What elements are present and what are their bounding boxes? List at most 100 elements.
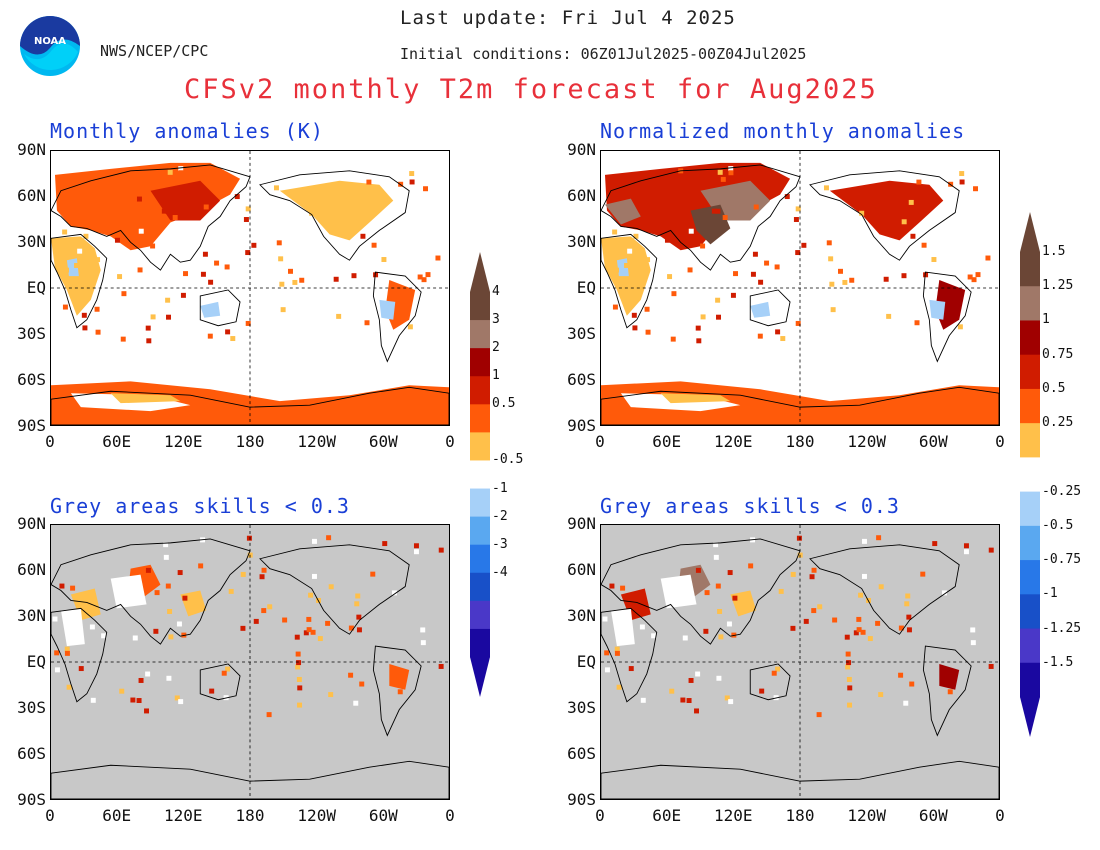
grid-cell	[136, 698, 142, 704]
grid-cell	[174, 695, 180, 701]
grid-cell	[832, 617, 838, 623]
grid-cell	[354, 601, 360, 607]
grid-cell	[54, 650, 60, 656]
grid-cell	[224, 264, 230, 270]
colorbar-seg	[470, 544, 490, 574]
grid-cell	[695, 567, 701, 573]
grid-cell	[245, 206, 251, 212]
grid-cell	[811, 567, 817, 573]
grid-cell	[351, 273, 357, 279]
colorbar-label: -1.5	[1042, 654, 1074, 670]
grid-cell	[795, 320, 801, 326]
coastline	[922, 645, 972, 737]
grid-cell	[632, 325, 638, 331]
grid-cell	[178, 170, 184, 176]
grid-cell	[167, 608, 173, 614]
grid-cell	[726, 621, 732, 627]
grid-cell	[121, 291, 127, 297]
colorbar-label: 2	[492, 340, 500, 356]
grid-cell	[651, 633, 657, 639]
colorbar-bottom-arrow	[1020, 697, 1040, 737]
coastline	[809, 170, 960, 261]
grid-cell	[297, 685, 303, 691]
colorbar-label: 3	[492, 312, 500, 328]
grid-cell	[359, 681, 365, 687]
grid-cell	[840, 255, 846, 261]
coastline	[51, 386, 449, 425]
grid-cell	[853, 630, 859, 636]
colorbar-label: 1	[492, 368, 500, 384]
grid-cell	[932, 541, 938, 547]
lon-label: 0	[45, 806, 55, 825]
panel-title-bottom-right: Grey areas skills < 0.3	[600, 494, 900, 518]
grid-cell	[240, 571, 246, 577]
coastline	[199, 289, 241, 327]
grid-cell	[845, 664, 851, 670]
grid-cell	[826, 240, 832, 246]
anomaly-region	[610, 608, 635, 647]
colorbar-seg	[470, 376, 490, 405]
grid-cell	[811, 608, 817, 614]
grid-cell	[253, 618, 259, 624]
coastline	[372, 645, 422, 737]
grid-cell	[795, 206, 801, 212]
grid-cell	[62, 304, 68, 310]
lat-label: 90S	[567, 416, 596, 435]
grid-cell	[801, 242, 807, 248]
lat-label: 60N	[17, 186, 46, 205]
grid-cell	[95, 329, 101, 335]
lat-label: 60S	[567, 744, 596, 763]
coastline	[749, 663, 791, 701]
grid-cell	[52, 616, 58, 622]
grid-cell	[420, 640, 426, 646]
grid-cell	[245, 250, 251, 256]
colorbar-label: -2	[492, 508, 508, 524]
lat-label: EQ	[576, 652, 596, 671]
lon-label: 120W	[847, 806, 886, 825]
lat-label: 30N	[567, 232, 596, 251]
anomaly-region	[939, 663, 960, 690]
grid-cell	[686, 698, 692, 704]
colorbar-seg	[1020, 320, 1040, 356]
grid-cell	[243, 217, 249, 222]
grid-cell	[838, 268, 843, 274]
anomaly-region	[829, 180, 944, 241]
grid-cell	[297, 702, 303, 708]
grid-cell	[94, 306, 100, 312]
grid-cell	[167, 169, 173, 175]
grid-cell	[947, 689, 953, 695]
grid-cell	[203, 204, 209, 210]
panel-title-top-right: Normalized monthly anomalies	[600, 119, 966, 143]
anomaly-region	[604, 198, 641, 225]
anomaly-region	[750, 301, 771, 318]
grid-cell	[413, 543, 419, 549]
colorbar-bottom-arrow	[470, 657, 490, 697]
grid-cell	[209, 688, 215, 694]
grid-cell	[911, 250, 917, 256]
grid-cell	[421, 277, 427, 283]
grid-cell	[59, 583, 65, 589]
lon-label: 60E	[652, 806, 682, 825]
lat-label: 30S	[567, 698, 596, 717]
grid-cell	[716, 675, 722, 681]
initial-conditions: Initial conditions: 06Z01Jul2025-00Z04Ju…	[400, 45, 807, 63]
lat-label: EQ	[26, 278, 46, 297]
map-top-left	[50, 150, 450, 426]
grid-cell	[89, 624, 95, 630]
grid-cell	[614, 646, 620, 652]
grid-cell	[166, 314, 171, 320]
anomaly-region	[66, 258, 79, 277]
lon-label: 0	[445, 432, 455, 451]
colorbar-seg	[470, 348, 490, 377]
grid-cell	[408, 332, 414, 338]
lon-label: 60W	[368, 432, 398, 451]
colorbar-seg	[470, 292, 490, 321]
grid-cell	[846, 676, 852, 682]
grid-cell	[101, 633, 107, 639]
map-bottom-right	[600, 524, 1000, 800]
grid-cell	[119, 688, 125, 694]
grid-cell	[829, 281, 835, 287]
grid-cell	[694, 708, 700, 714]
grid-cell	[878, 584, 884, 590]
coastline	[259, 170, 410, 261]
